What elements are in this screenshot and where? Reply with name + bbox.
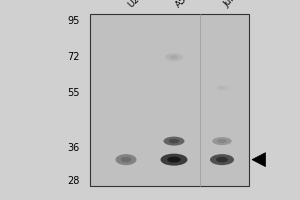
Ellipse shape [169,139,179,143]
Ellipse shape [165,53,183,61]
Text: 28: 28 [67,176,80,186]
Text: Jurkat: Jurkat [222,0,247,9]
Ellipse shape [218,86,226,90]
Text: U251: U251 [126,0,149,9]
Polygon shape [252,153,266,167]
Bar [90,14,249,186]
Ellipse shape [121,157,131,162]
Ellipse shape [213,84,231,91]
Ellipse shape [212,137,232,145]
Text: A549: A549 [174,0,197,9]
Ellipse shape [169,55,178,59]
Text: 55: 55 [67,88,80,98]
Text: 72: 72 [67,52,80,62]
Ellipse shape [116,154,136,165]
Ellipse shape [167,157,181,163]
Text: 95: 95 [67,16,80,26]
Ellipse shape [210,154,234,165]
Ellipse shape [160,154,188,166]
Text: 36: 36 [67,143,80,153]
Ellipse shape [217,139,227,143]
Ellipse shape [164,137,184,146]
Ellipse shape [216,157,228,162]
